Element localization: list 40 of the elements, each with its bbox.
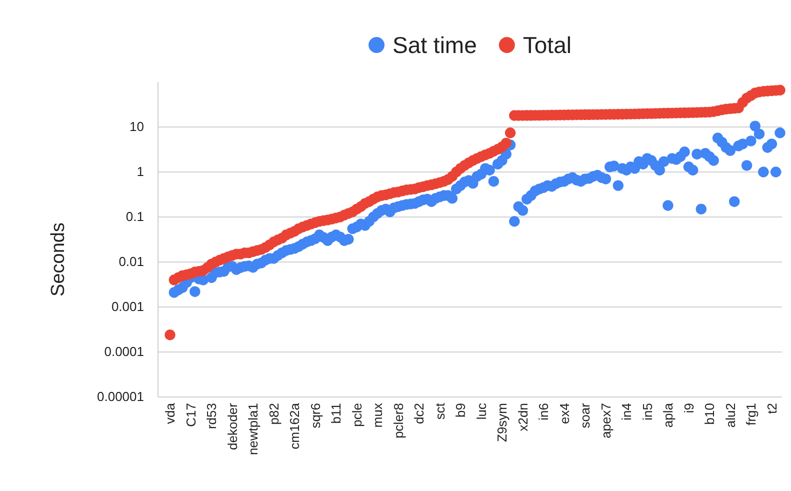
x-tick-label: apla: [660, 402, 676, 428]
y-tick-label: 0.1: [126, 209, 144, 224]
x-tick-label: rd53: [204, 403, 220, 430]
x-tick-label: pcler8: [390, 403, 406, 438]
x-tick-label: ex4: [556, 403, 572, 424]
legend-label: Sat time: [392, 32, 477, 58]
x-tick-label: vda: [162, 402, 178, 424]
x-tick-label: dc2: [412, 403, 427, 424]
x-tick-label: alu2: [722, 403, 738, 428]
x-tick-label: dekoder: [224, 402, 240, 450]
legend-label: Total: [522, 32, 572, 58]
x-tick-label: i9: [681, 403, 696, 414]
x-tick-label: x2dn: [515, 403, 530, 432]
x-tick-label: mux: [370, 402, 386, 428]
x-tick-label: sqr6: [308, 403, 323, 428]
x-tick-label: Z9sym: [494, 403, 510, 442]
y-tick-label: 0.01: [118, 254, 144, 270]
x-tick-label: sct: [432, 402, 448, 420]
x-tick-label: frg1: [744, 403, 758, 426]
y-tick-label: 0.0001: [104, 344, 144, 360]
x-tick-label: soar: [578, 402, 593, 428]
x-tick-label: luc: [474, 402, 489, 420]
x-tick-label: b9: [453, 403, 468, 418]
y-tick-label: 10: [130, 119, 144, 134]
y-axis-title: Seconds: [48, 222, 69, 296]
y-tick-label: 0.00001: [97, 389, 144, 404]
x-tick-label: in4: [619, 403, 634, 420]
x-tick-label: in5: [640, 403, 655, 420]
x-tick-label: C17: [183, 403, 198, 427]
x-tick-label: newtpla1: [246, 403, 261, 456]
x-tick-label: t2: [764, 403, 780, 414]
x-tick-label: b10: [702, 403, 718, 425]
y-tick-label: 1: [136, 164, 144, 180]
x-tick-label: pcle: [349, 403, 364, 427]
x-tick-label: apex7: [598, 403, 614, 438]
x-tick-label: p82: [266, 403, 282, 425]
x-tick-label: in6: [536, 403, 552, 420]
x-tick-label: b11: [328, 403, 344, 424]
y-tick-label: 0.001: [111, 299, 144, 314]
x-tick-label: cm162a: [287, 402, 302, 450]
